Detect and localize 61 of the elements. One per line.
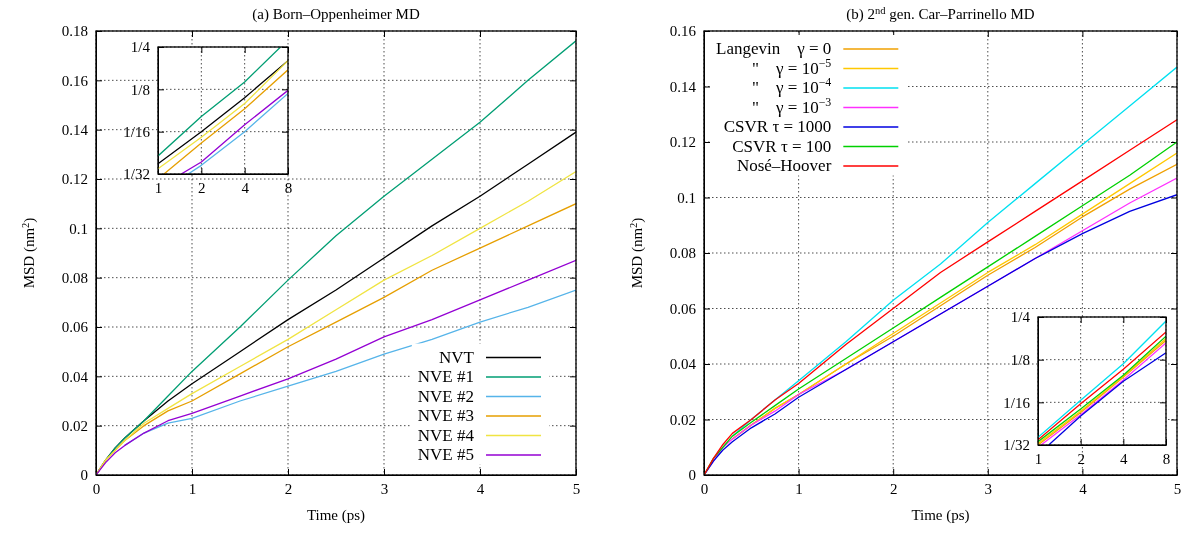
y-tick-label: 0.02 xyxy=(61,417,88,434)
legend-label: NVE #1 xyxy=(417,367,474,386)
x-tick-label: 4 xyxy=(1120,450,1129,467)
y-tick-label: 1/32 xyxy=(1003,437,1030,454)
x-tick-label: 1 xyxy=(1034,450,1043,467)
legend-label: CSVR τ = 1000 xyxy=(723,117,832,136)
y-tick-label: 0.14 xyxy=(61,121,89,138)
x-tick-label: 8 xyxy=(1162,450,1171,467)
y-tick-label: 0.12 xyxy=(669,134,696,151)
y-tick-label: 0 xyxy=(688,467,696,484)
legend-label: CSVR τ = 100 xyxy=(732,136,832,156)
x-axis-title: Time (ps) xyxy=(911,507,970,524)
chart-title: (a) Born–Oppenheimer MD xyxy=(252,6,420,23)
y-tick-label: 0.08 xyxy=(61,269,88,286)
y-tick-label: 0.12 xyxy=(61,171,88,188)
x-tick-label: 5 xyxy=(1173,480,1182,497)
y-tick-label: 1/16 xyxy=(1003,394,1031,411)
y-tick-label: 0.16 xyxy=(61,72,89,89)
y-tick-label: 0.1 xyxy=(677,189,696,206)
x-tick-label: 8 xyxy=(284,179,293,196)
x-tick-label: 1 xyxy=(188,480,197,497)
legend-label: NVE #3 xyxy=(417,406,474,425)
legend-label: NVT xyxy=(439,347,475,367)
y-tick-label: 0.14 xyxy=(669,78,697,95)
legend-label: NVE #5 xyxy=(417,445,474,464)
y-tick-label: 1/32 xyxy=(123,166,150,183)
x-tick-label: 0 xyxy=(92,480,101,497)
x-tick-label: 4 xyxy=(1079,480,1088,497)
y-tick-label: 0.04 xyxy=(61,368,89,385)
x-tick-label: 3 xyxy=(984,480,993,497)
x-tick-label: 5 xyxy=(572,480,581,497)
x-axis-title: Time (ps) xyxy=(306,507,366,524)
y-tick-label: 0.06 xyxy=(669,300,697,317)
y-tick-label: 1/4 xyxy=(130,39,151,56)
y-tick-label: 0.16 xyxy=(669,23,697,40)
x-tick-label: 1 xyxy=(154,179,163,196)
y-tick-label: 1/8 xyxy=(130,81,150,98)
legend-label: Nosé–Hoover xyxy=(736,156,832,175)
y-tick-label: 0.06 xyxy=(61,319,89,336)
legend-label: NVE #4 xyxy=(417,425,475,445)
legend-label: NVE #2 xyxy=(417,386,474,406)
y-tick-label: 0.08 xyxy=(669,245,696,262)
y-tick-label: 1/8 xyxy=(1010,351,1030,368)
legend-label: Langevin γ = 0 xyxy=(716,39,832,58)
x-tick-label: 2 xyxy=(198,179,206,196)
x-tick-label: 4 xyxy=(476,480,485,497)
y-tick-label: 0.1 xyxy=(69,220,88,237)
x-tick-label: 2 xyxy=(889,480,898,497)
y-tick-label: 1/16 xyxy=(123,123,151,140)
y-tick-label: 1/4 xyxy=(1010,309,1031,326)
y-tick-label: 0.18 xyxy=(61,23,88,40)
y-tick-label: 0.04 xyxy=(669,356,697,373)
y-tick-label: 0.02 xyxy=(669,411,696,428)
chart-title: (b) 2$^{nd}$ gen. Car–Parrinello MD xyxy=(846,4,1035,23)
y-tick-label: 0 xyxy=(80,467,88,484)
x-tick-label: 3 xyxy=(380,480,389,497)
x-tick-label: 2 xyxy=(284,480,293,497)
x-tick-label: 2 xyxy=(1077,450,1085,467)
x-tick-label: 1 xyxy=(795,480,803,497)
x-tick-label: 0 xyxy=(700,480,709,497)
x-tick-label: 4 xyxy=(241,179,250,196)
